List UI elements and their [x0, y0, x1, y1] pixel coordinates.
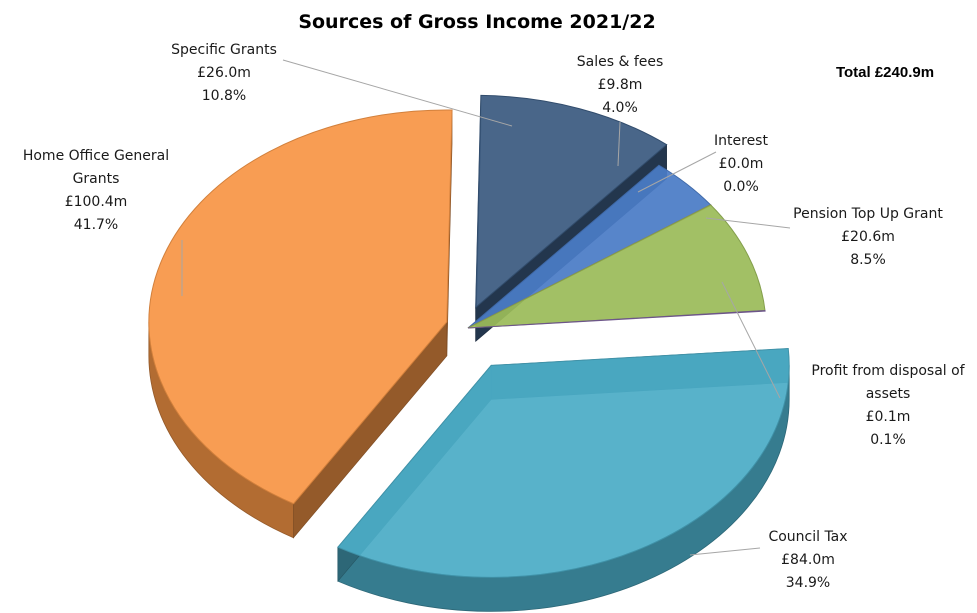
leader-line	[689, 547, 761, 556]
slice-name: Specific Grants	[171, 42, 277, 58]
slice-label: Home Office General Grants £100.4m 41.7%	[23, 148, 169, 233]
slice-percent: 0.1%	[870, 432, 906, 448]
leader-line	[637, 151, 717, 193]
slice-name: Council Tax	[768, 529, 847, 545]
slice-label: Specific Grants £26.0m 10.8%	[171, 42, 277, 104]
slice-percent: 10.8%	[202, 88, 246, 104]
pie-slice-profit-from-disposal-of-assets	[467, 310, 766, 329]
slice-amount: £20.6m	[841, 229, 895, 245]
pie-slice-home-office-general-grants	[148, 109, 453, 539]
slice-name: Grants	[73, 171, 120, 187]
leader-line	[282, 59, 513, 127]
slice-label: Council Tax £84.0m 34.9%	[768, 529, 847, 591]
slice-amount: £84.0m	[781, 552, 835, 568]
slice-name: assets	[866, 386, 911, 402]
slice-percent: 34.9%	[786, 575, 830, 591]
leader-line	[721, 281, 781, 399]
slice-name: Home Office General	[23, 148, 169, 164]
slice-amount: £26.0m	[197, 65, 251, 81]
leader-line	[705, 217, 791, 229]
slice-label: Interest £0.0m 0.0%	[714, 133, 768, 195]
slice-amount: £9.8m	[598, 77, 643, 93]
slice-name: Profit from disposal of	[811, 363, 965, 379]
slice-label: Profit from disposal of assets £0.1m 0.1%	[811, 363, 965, 448]
slice-amount: £0.1m	[866, 409, 911, 425]
slice-amount: £100.4m	[65, 194, 128, 210]
slice-percent: 41.7%	[74, 217, 118, 233]
leader-lines	[181, 59, 791, 556]
leader-line	[617, 121, 621, 167]
chart-title: Sources of Gross Income 2021/22	[298, 11, 655, 33]
pie-slices	[148, 94, 790, 612]
slice-label: Sales & fees £9.8m 4.0%	[577, 54, 664, 116]
slice-percent: 4.0%	[602, 100, 638, 116]
slice-name: Sales & fees	[577, 54, 664, 70]
slice-name: Interest	[714, 133, 768, 149]
pie-slice-pension-top-up-grant	[467, 204, 766, 329]
total-label: Total £240.9m	[836, 64, 934, 81]
slice-percent: 8.5%	[850, 252, 886, 268]
slice-name: Pension Top Up Grant	[793, 206, 943, 222]
slice-amount: £0.0m	[719, 156, 764, 172]
slice-label: Pension Top Up Grant £20.6m 8.5%	[793, 206, 943, 268]
slice-labels: Specific Grants £26.0m 10.8% Sales & fees £9…	[23, 42, 966, 591]
slice-percent: 0.0%	[723, 179, 759, 195]
pie-slice-council-tax	[337, 347, 790, 612]
